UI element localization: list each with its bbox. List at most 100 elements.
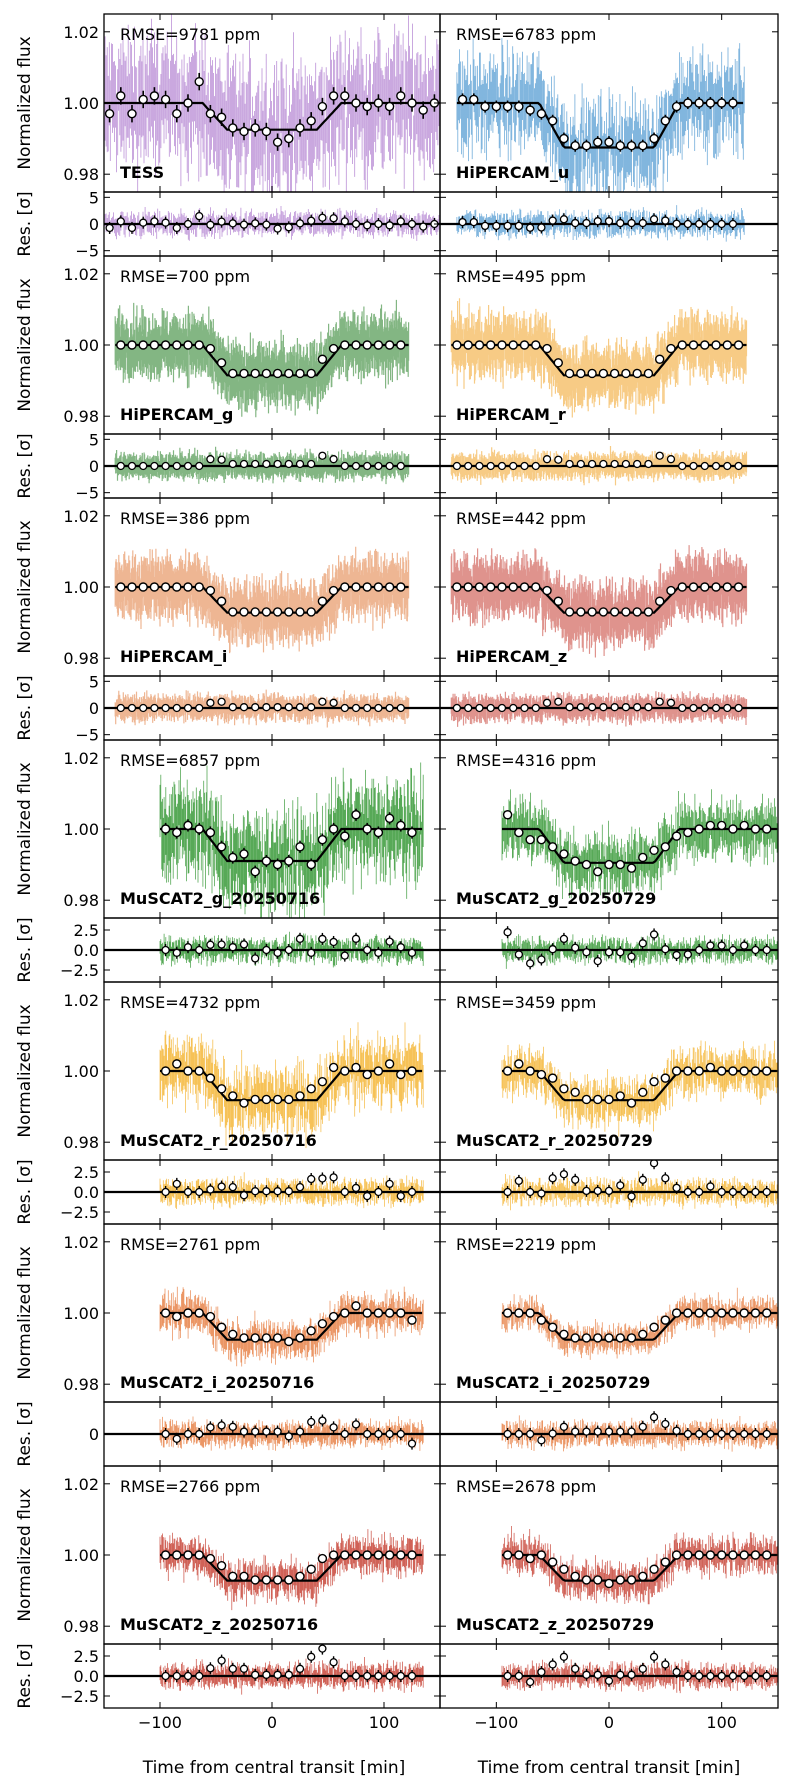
binned-point: [497, 340, 507, 350]
residual-point: [689, 461, 698, 471]
residual-point: [638, 217, 647, 230]
residual-point: [723, 461, 732, 471]
binned-point: [683, 1550, 693, 1560]
binned-point: [373, 826, 384, 839]
residual-point: [649, 1650, 659, 1663]
binned-point: [638, 139, 648, 152]
binned-point: [722, 340, 732, 350]
residual-point: [469, 216, 478, 229]
residual-point: [228, 703, 237, 712]
residual-point: [503, 1428, 512, 1440]
residual-point: [587, 459, 597, 469]
residual-point: [503, 926, 512, 939]
binned-point: [239, 122, 249, 141]
binned-point: [362, 1069, 372, 1080]
binned-point: [671, 1308, 682, 1318]
binned-point: [407, 1550, 417, 1560]
residual-point: [329, 212, 338, 225]
binned-point: [228, 1091, 238, 1101]
residual-point: [251, 1425, 260, 1438]
residual-point: [340, 461, 349, 471]
binned-point: [396, 1308, 406, 1318]
residual-point: [548, 1427, 557, 1440]
binned-point: [463, 582, 473, 592]
binned-point: [340, 340, 350, 350]
residual-point: [525, 1428, 535, 1440]
residual-point: [206, 1662, 215, 1675]
residual-point: [717, 939, 726, 952]
binned-point: [396, 582, 406, 592]
binned-point: [250, 119, 260, 137]
residual-point: [734, 703, 743, 713]
residual-point: [374, 703, 383, 713]
res-y-ticklabel: 2.5: [74, 1647, 99, 1666]
binned-point: [340, 1550, 350, 1560]
instrument-label: HiPERCAM_u: [456, 163, 569, 182]
x-axis-label-right: Time from central transit [min]: [477, 1758, 741, 1778]
binned-point: [581, 1333, 592, 1343]
residual-point: [295, 459, 305, 469]
residual-point: [638, 937, 647, 950]
residual-point: [228, 941, 237, 954]
binned-point: [649, 132, 659, 145]
binned-point: [138, 90, 148, 109]
residual-point: [486, 703, 495, 713]
binned-point: [295, 119, 305, 137]
residual-point: [161, 1670, 170, 1682]
binned-point: [284, 854, 294, 868]
binned-point: [536, 107, 547, 120]
binned-point: [194, 582, 204, 592]
residual-point: [396, 703, 405, 713]
binned-point: [250, 865, 260, 878]
binned-point: [750, 1550, 761, 1560]
binned-point: [216, 1560, 227, 1571]
instrument-label: MuSCAT2_i_20250716: [120, 1373, 314, 1392]
residual-point: [627, 1668, 636, 1681]
residual-point: [295, 217, 305, 230]
flux-y-ticklabel: 1.02: [63, 1475, 99, 1494]
residual-point: [509, 461, 518, 471]
residual-point: [700, 703, 709, 713]
binned-point: [598, 368, 609, 379]
binned-point: [559, 849, 569, 859]
residual-point: [542, 698, 552, 707]
residual-point: [374, 1428, 383, 1440]
residual-point: [385, 935, 394, 948]
binned-point: [239, 368, 249, 379]
binned-point: [570, 139, 580, 152]
binned-point: [340, 582, 350, 592]
binned-point: [564, 368, 575, 379]
binned-point: [615, 1333, 625, 1343]
binned-point: [474, 340, 485, 350]
binned-point: [559, 1084, 569, 1094]
residual-point: [262, 1425, 271, 1438]
residual-point: [582, 217, 591, 230]
raw-flux-MuSCAT2_i_20250716: [159, 1286, 424, 1367]
residual-point: [503, 219, 512, 232]
binned-point: [576, 607, 586, 617]
binned-point: [373, 1550, 384, 1560]
raw-flux-MuSCAT2_r_20250716: [159, 1022, 424, 1149]
rmse-label: RMSE=4316 ppm: [456, 751, 596, 770]
residual-point: [318, 697, 327, 706]
binned-point: [559, 1329, 569, 1340]
instrument-label: MuSCAT2_r_20250729: [456, 1131, 653, 1150]
res-y-axis-label: Res. [σ]: [15, 191, 35, 256]
residual-point: [307, 459, 316, 469]
binned-point: [149, 582, 160, 592]
residual-point: [329, 1421, 338, 1434]
residual-point: [649, 1411, 659, 1424]
res-y-ticklabel: −2.5: [60, 1203, 99, 1222]
binned-point: [272, 133, 283, 151]
panel-HiPERCAM_z: RMSE=442 ppm HiPERCAM_z: [439, 497, 779, 741]
residual-point: [728, 944, 738, 956]
residual-point: [351, 461, 361, 471]
flux-y-ticklabel: 1.00: [63, 336, 99, 355]
rmse-label: RMSE=4732 ppm: [120, 993, 260, 1012]
binned-point: [750, 824, 761, 834]
residual-point: [661, 214, 670, 227]
binned-point: [604, 1094, 614, 1105]
binned-point: [609, 368, 620, 379]
residual-point: [396, 1670, 405, 1682]
binned-point: [295, 368, 305, 379]
